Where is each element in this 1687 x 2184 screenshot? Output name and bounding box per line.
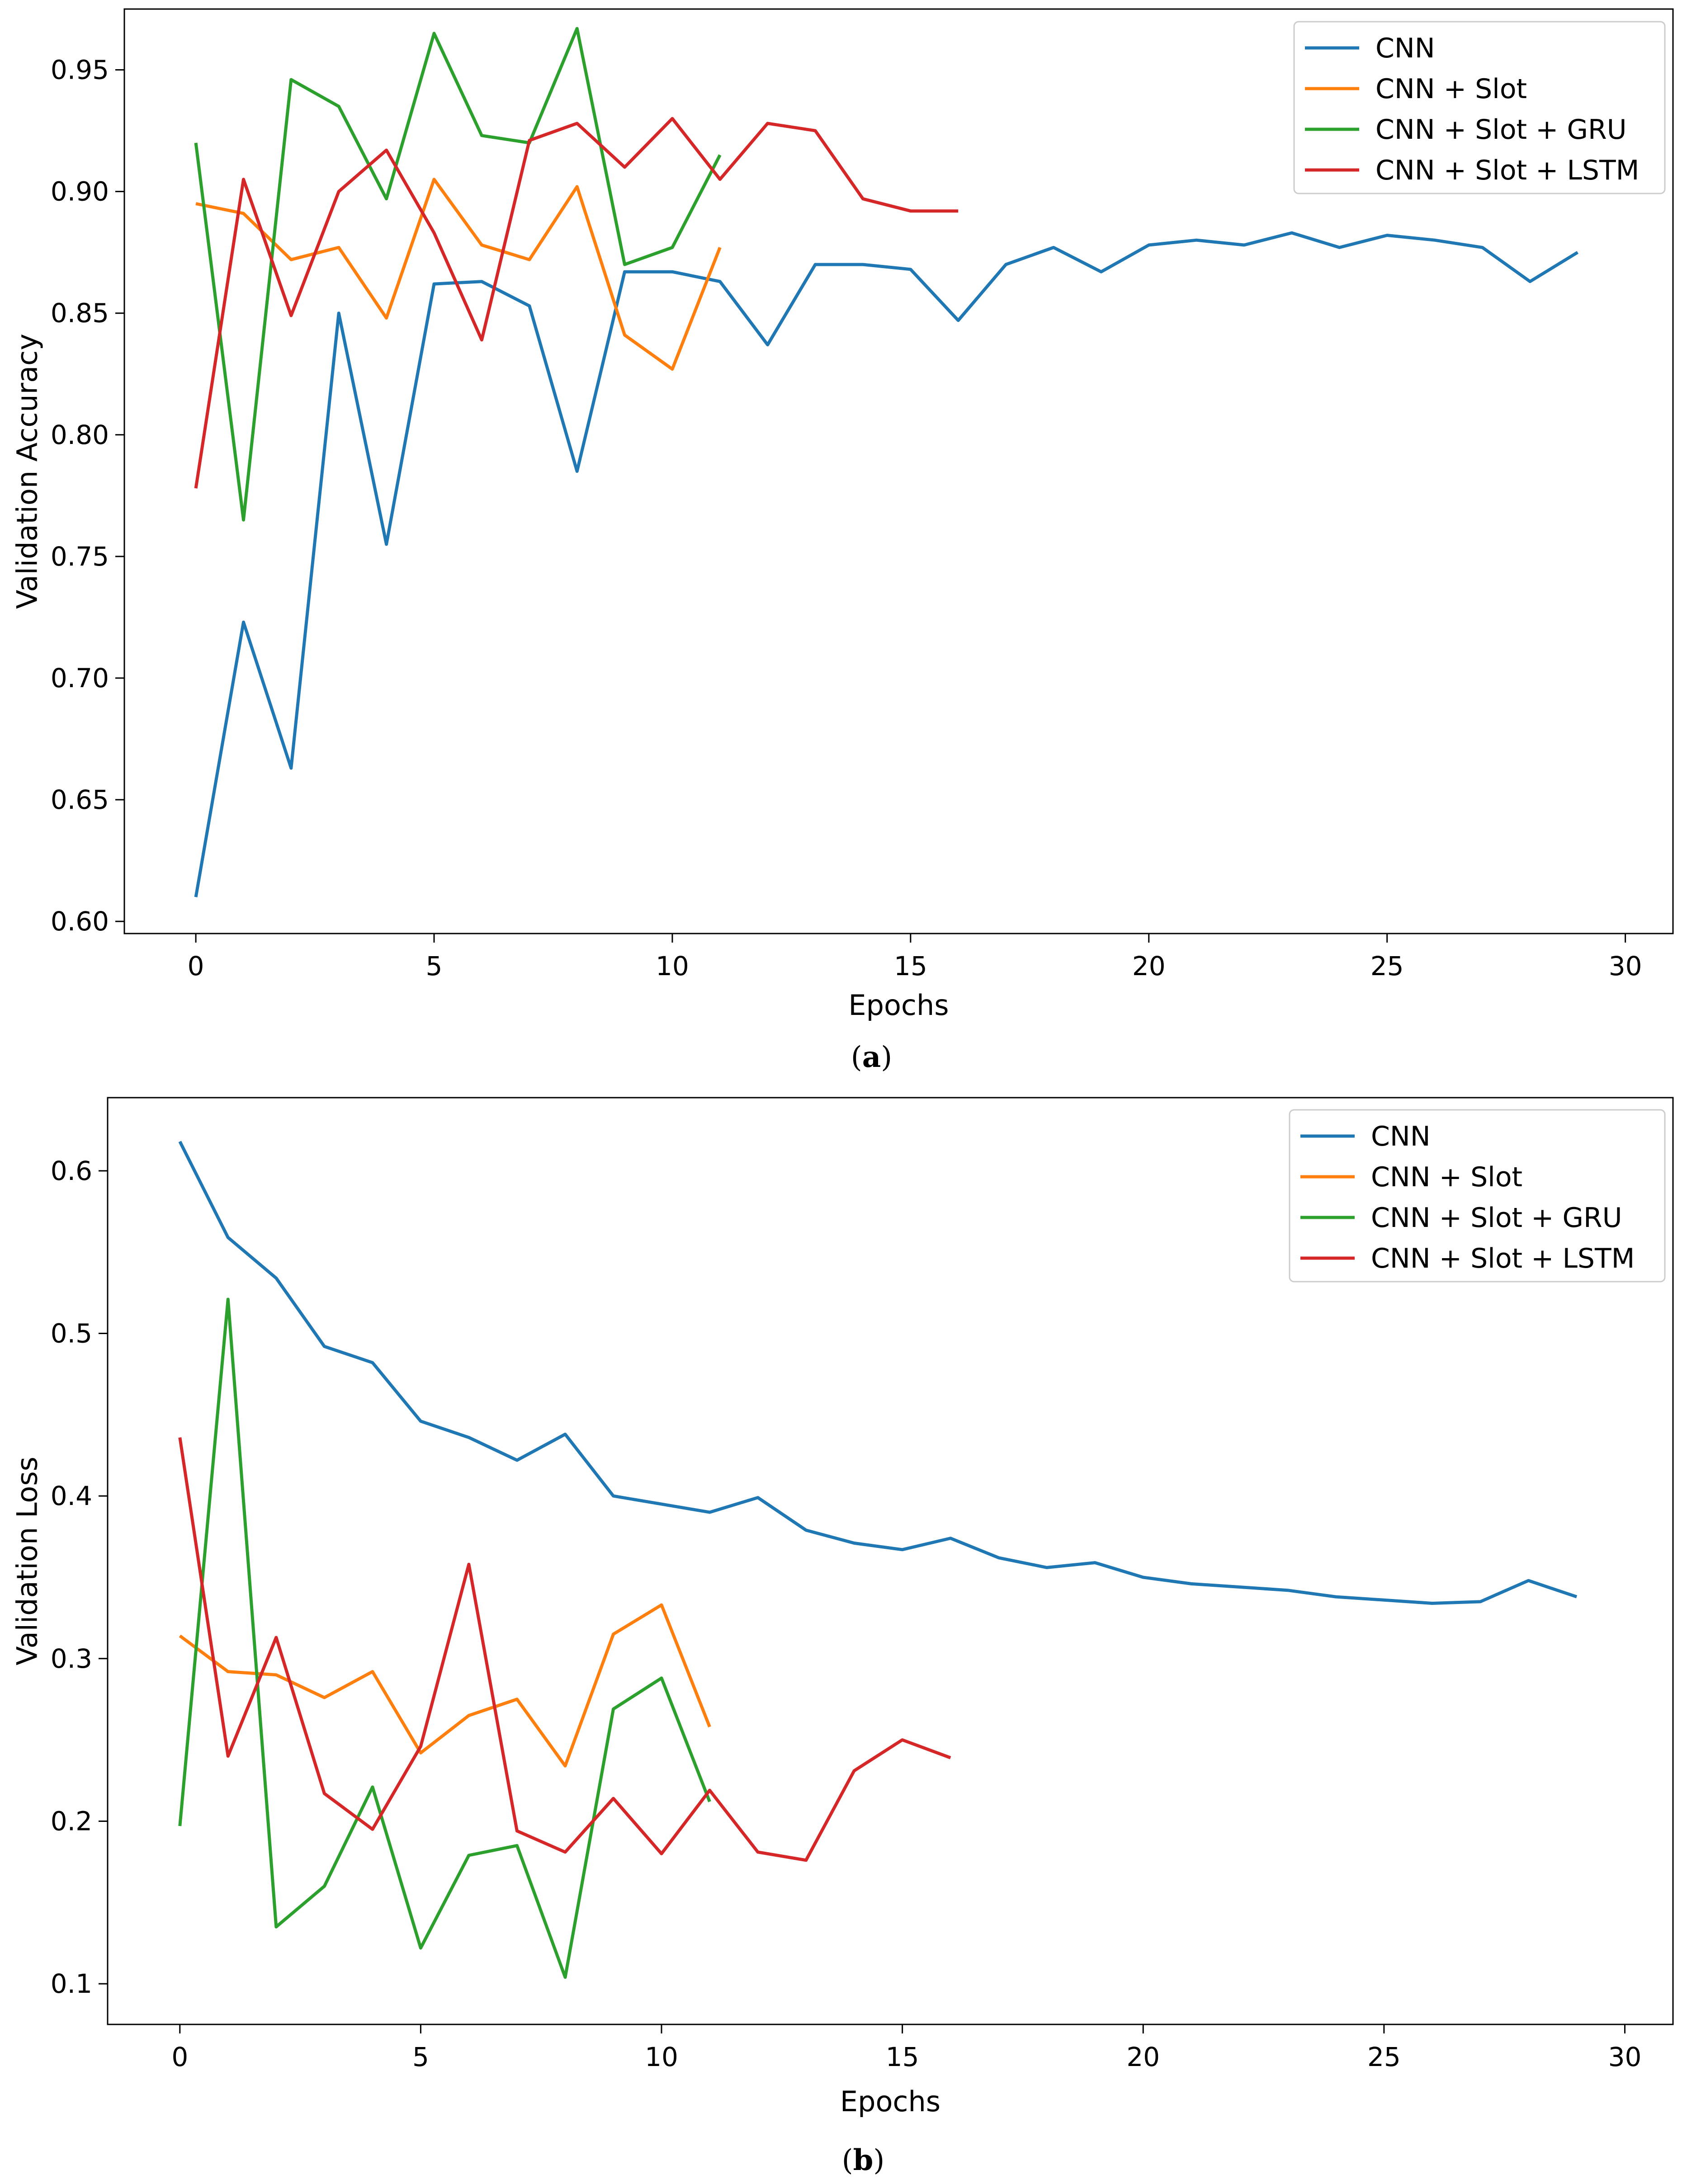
legend: CNN CNN + Slot CNN + Slot + GRU CNN + Slot … xyxy=(1293,21,1666,194)
series-group xyxy=(178,1141,1578,1979)
figure-caption: (b) xyxy=(842,2143,885,2177)
x-tick-label: 30 xyxy=(1609,951,1642,981)
series-line-cnn-slot xyxy=(195,178,722,371)
x-tick-label: 10 xyxy=(656,951,689,981)
x-tick-label: 5 xyxy=(426,951,443,981)
y-tick-label: 0.90 xyxy=(51,176,109,207)
series-line-cnn-slot xyxy=(179,1603,711,1768)
figure-caption: (a) xyxy=(851,1040,892,1074)
caption-open: ( xyxy=(842,2144,853,2177)
legend-label-cnn-slot-gru: CNN + Slot + GRU xyxy=(1375,114,1627,146)
x-tick-label: 30 xyxy=(1608,2042,1642,2072)
x-tick-label: 0 xyxy=(188,951,204,981)
legend-item-cnn: CNN xyxy=(1300,1121,1431,1152)
x-tick-label: 20 xyxy=(1126,2042,1160,2072)
x-tick-label: 10 xyxy=(645,2042,678,2072)
caption-letter: a xyxy=(862,1040,881,1074)
legend-item-cnn-slot-lstm: CNN + Slot + LSTM xyxy=(1305,155,1639,186)
y-tick-label: 0.75 xyxy=(51,541,109,572)
series-line-cnn-slot-lstm xyxy=(194,117,959,489)
y-tick-label: 0.60 xyxy=(51,906,109,937)
legend-box xyxy=(1293,21,1666,194)
y-axis-label: Validation Accuracy xyxy=(11,334,44,609)
legend: CNN CNN + Slot CNN + Slot + GRU CNN + Slot … xyxy=(1289,1109,1666,1283)
series-line-cnn xyxy=(194,231,1579,897)
x-tick-label: 20 xyxy=(1132,951,1166,981)
y-tick-label: 0.85 xyxy=(51,298,109,329)
series-line-cnn-slot-gru xyxy=(178,1297,711,1979)
legend-item-cnn-slot-lstm: CNN + Slot + LSTM xyxy=(1300,1243,1635,1274)
legend-item-cnn-slot-gru: CNN + Slot + GRU xyxy=(1300,1202,1622,1234)
x-axis-label: Epochs xyxy=(848,989,949,1022)
chart-validation-loss: 0 5 10 15 20 25 30 0.1 0.2 0.3 0.4 0.5 0.6 Epochs Vali… xyxy=(11,1097,1674,2177)
legend-item-cnn-slot: CNN + Slot xyxy=(1300,1161,1522,1193)
y-tick-label: 0.95 xyxy=(51,55,109,85)
y-tick-label: 0.70 xyxy=(51,663,109,693)
series-line-cnn xyxy=(178,1141,1578,1605)
plot-frame xyxy=(123,8,1674,934)
y-tick-label: 0.2 xyxy=(51,1806,92,1836)
legend-label-cnn: CNN xyxy=(1371,1121,1431,1152)
legend-box xyxy=(1289,1109,1666,1283)
plot-frame xyxy=(107,1097,1674,2025)
legend-label-cnn-slot-gru: CNN + Slot + GRU xyxy=(1371,1202,1622,1234)
y-tick-label: 0.6 xyxy=(51,1156,92,1186)
x-tick-label: 15 xyxy=(894,951,927,981)
caption-letter: b xyxy=(853,2143,874,2177)
legend-item-cnn-slot: CNN + Slot xyxy=(1305,73,1527,105)
caption-open: ( xyxy=(851,1041,862,1074)
series-line-cnn-slot-lstm xyxy=(178,1437,951,1862)
x-tick-label: 5 xyxy=(412,2042,429,2072)
legend-label-cnn-slot-lstm: CNN + Slot + LSTM xyxy=(1375,155,1639,186)
y-tick-label: 0.4 xyxy=(51,1481,92,1511)
y-tick-label: 0.1 xyxy=(51,1968,92,1999)
legend-label-cnn: CNN xyxy=(1375,33,1435,64)
x-axis-label: Epochs xyxy=(840,2085,940,2118)
legend-label-cnn-slot: CNN + Slot xyxy=(1371,1161,1522,1193)
y-tick-label: 0.5 xyxy=(51,1318,92,1349)
x-tick-label: 0 xyxy=(171,2042,188,2072)
y-tick-label: 0.3 xyxy=(51,1643,92,1674)
caption-close: ) xyxy=(873,2144,884,2177)
legend-label-cnn-slot: CNN + Slot xyxy=(1375,73,1527,105)
series-line-cnn-slot-gru xyxy=(194,27,722,522)
x-tick-label: 25 xyxy=(1370,951,1404,981)
legend-item-cnn-slot-gru: CNN + Slot + GRU xyxy=(1305,114,1627,146)
legend-item-cnn: CNN xyxy=(1305,33,1435,64)
chart-validation-accuracy: 0 5 10 15 20 25 30 0.60 0.65 0.70 0.75 0.80 0.85 0.90… xyxy=(11,8,1674,1074)
caption-close: ) xyxy=(881,1041,892,1074)
y-tick-label: 0.65 xyxy=(51,784,109,815)
legend-label-cnn-slot-lstm: CNN + Slot + LSTM xyxy=(1371,1243,1635,1274)
x-tick-label: 25 xyxy=(1367,2042,1401,2072)
x-tick-label: 15 xyxy=(886,2042,919,2072)
series-group xyxy=(194,27,1579,897)
y-tick-label: 0.80 xyxy=(51,420,109,450)
y-axis-label: Validation Loss xyxy=(11,1457,44,1665)
